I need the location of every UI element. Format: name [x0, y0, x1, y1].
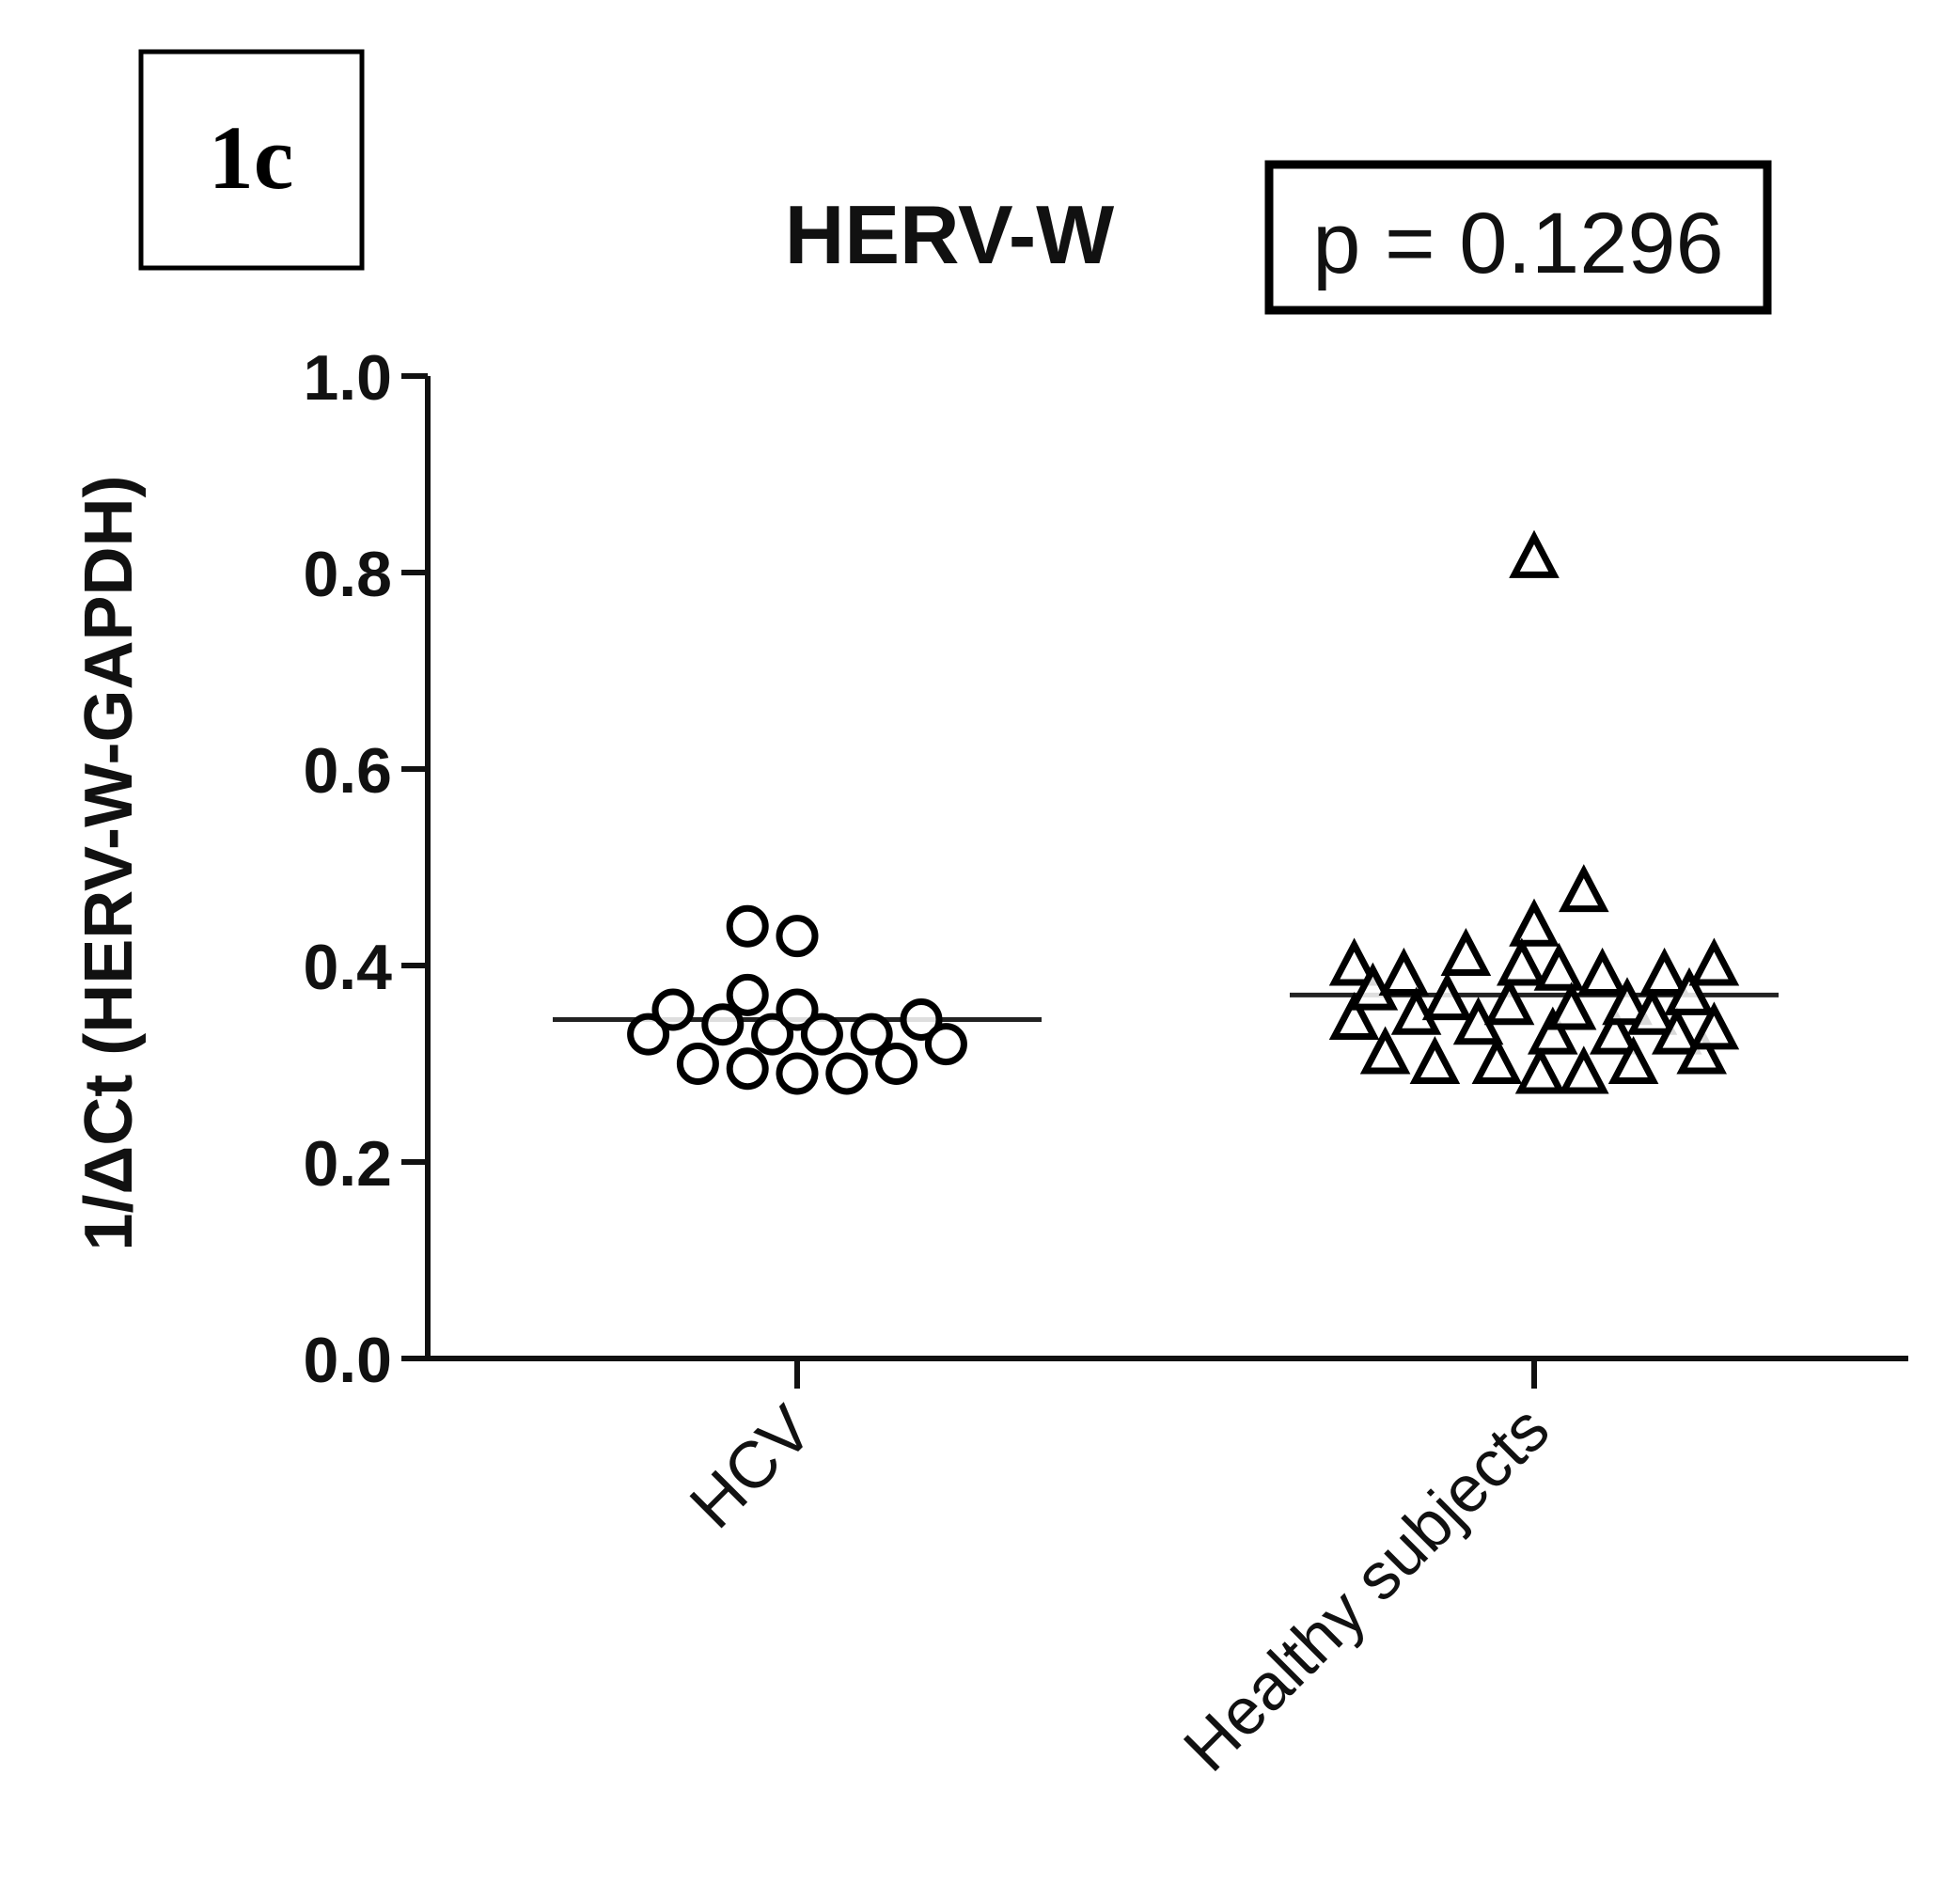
data-point-circle: [751, 1013, 794, 1056]
y-tick-label: 0.2: [303, 1128, 392, 1200]
chart-title: HERV-W: [785, 188, 1114, 281]
data-point-circle: [776, 988, 819, 1031]
data-point-triangle: [1590, 1006, 1640, 1055]
y-tick-label: 1.0: [303, 342, 392, 414]
data-point-triangle: [1576, 947, 1628, 996]
data-point-triangle: [1664, 966, 1715, 1015]
data-point-triangle: [1497, 937, 1547, 986]
data-point-circle: [651, 988, 695, 1031]
data-point-circle: [850, 1013, 893, 1056]
data-point-triangle: [1602, 977, 1653, 1026]
data-point-circle: [701, 1003, 745, 1046]
data-point-triangle: [1514, 1045, 1566, 1094]
data-point-triangle: [1676, 1026, 1727, 1075]
data-point-triangle: [1545, 981, 1597, 1030]
data-point-triangle: [1607, 1035, 1659, 1084]
y-tick-label: 0.8: [303, 539, 392, 610]
x-tick-label: Healthy subjects: [1169, 1391, 1562, 1784]
data-point-triangle: [1626, 986, 1678, 1035]
data-point-circle: [776, 1052, 819, 1095]
data-point-triangle: [1378, 947, 1430, 996]
data-point-triangle: [1421, 972, 1473, 1021]
data-point-triangle: [1639, 947, 1690, 996]
data-point-circle: [726, 973, 769, 1016]
data-point-triangle: [1559, 1045, 1609, 1094]
y-tick-label: 0.6: [303, 735, 392, 807]
data-point-triangle: [1688, 1001, 1740, 1050]
y-tick-label: 0.0: [303, 1325, 392, 1396]
y-ticks: 0.0 0.2 0.4 0.6 0.8 1.0: [303, 342, 428, 1396]
x-tick-label: HCV: [676, 1391, 826, 1542]
data-point-triangle: [1559, 864, 1609, 913]
data-point-triangle: [1440, 928, 1492, 977]
data-point-circle: [627, 1013, 670, 1056]
data-point-triangle: [1409, 1035, 1461, 1084]
data-point-triangle: [1528, 1006, 1578, 1055]
data-point-triangle: [1471, 1035, 1523, 1084]
data-points: [627, 529, 1740, 1095]
p-value-box: [1264, 160, 1772, 315]
data-point-circle: [825, 1052, 869, 1095]
data-point-triangle: [1483, 977, 1535, 1026]
y-tick-label: 0.4: [303, 932, 392, 1003]
data-point-triangle: [1328, 991, 1380, 1040]
data-point-triangle: [1652, 1006, 1702, 1055]
data-point-circle: [676, 1043, 719, 1085]
y-axis-label: 1/ΔCt (HERV-W-GAPDH): [71, 476, 147, 1251]
data-point-circle: [726, 1047, 769, 1091]
panel-label: 1c: [209, 107, 294, 208]
data-point-circle: [726, 904, 769, 948]
data-point-circle: [924, 1023, 967, 1066]
data-point-triangle: [1533, 942, 1585, 991]
data-point-circle: [800, 1013, 843, 1056]
data-point-triangle: [1509, 898, 1560, 947]
data-point-triangle: [1359, 1026, 1411, 1075]
data-point-circle: [875, 1043, 918, 1085]
data-point-circle: [900, 997, 943, 1041]
axes: [425, 376, 1908, 1361]
panel-label-box: [138, 49, 365, 271]
data-point-circle: [776, 915, 819, 958]
data-point-triangle: [1328, 937, 1380, 986]
data-point-triangle: [1509, 529, 1560, 578]
data-point-triangle: [1688, 937, 1740, 986]
x-ticks: HCV Healthy subjects: [676, 1358, 1563, 1785]
p-value-label: p = 0.1296: [1312, 196, 1723, 291]
